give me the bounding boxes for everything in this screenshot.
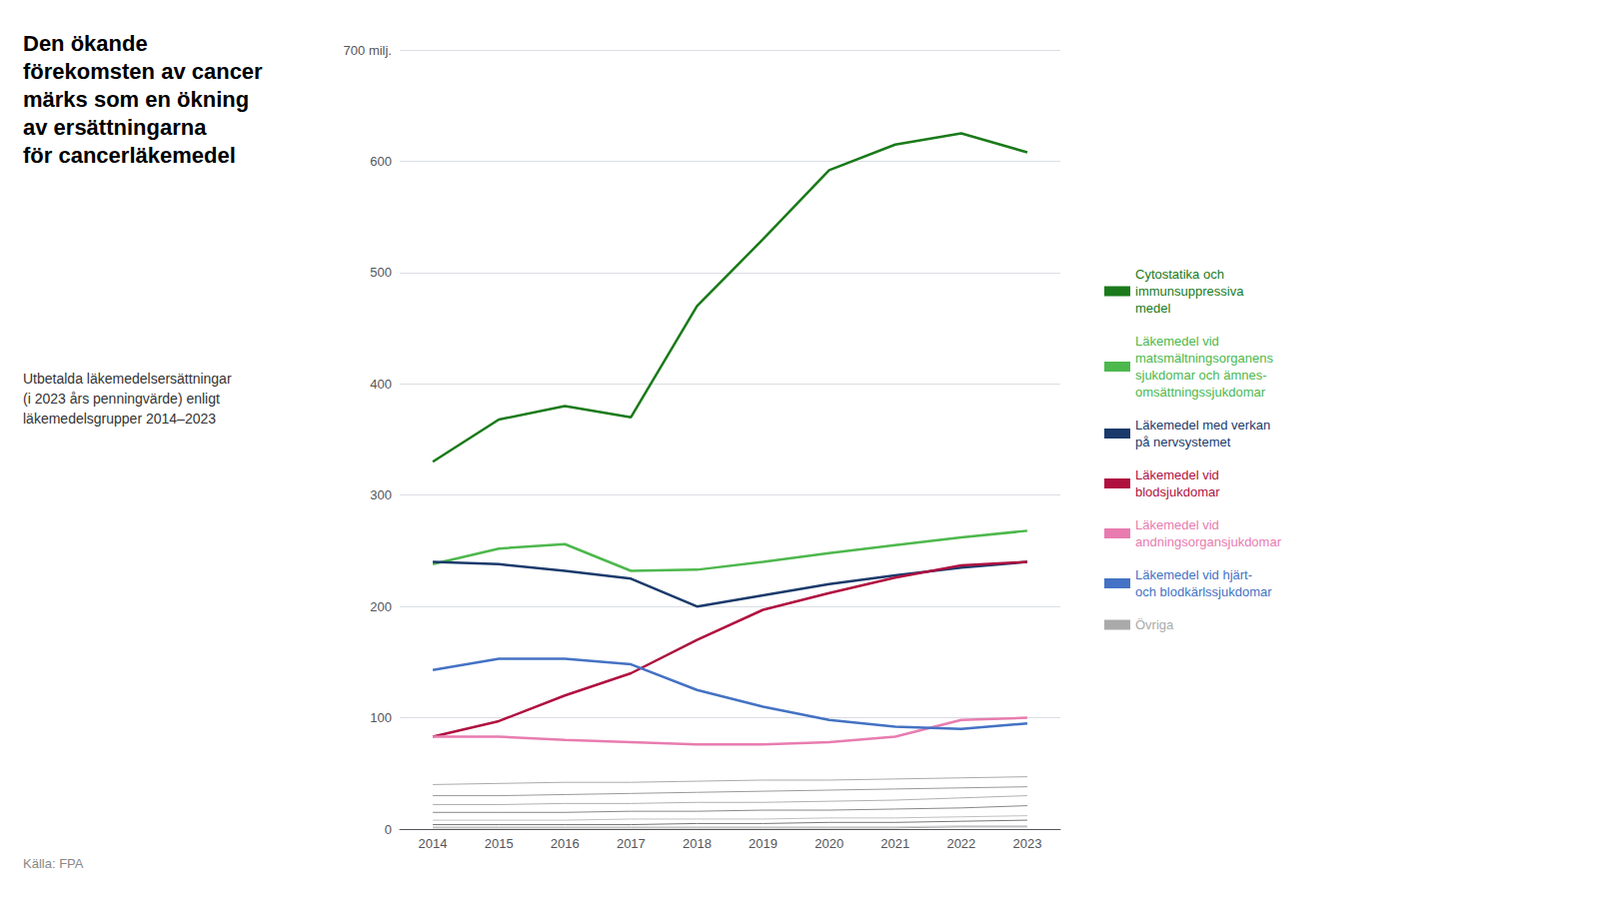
svg-text:Källa: FPA: Källa: FPA <box>22 856 84 872</box>
svg-text:2020: 2020 <box>814 836 844 852</box>
svg-text:700 milj.: 700 milj. <box>343 42 392 58</box>
svg-text:av ersättningarna: av ersättningarna <box>22 114 207 140</box>
svg-text:märks som en ökning: märks som en ökning <box>22 86 249 112</box>
svg-text:omsättningssjukdomar: omsättningssjukdomar <box>1135 384 1267 400</box>
svg-text:2014: 2014 <box>418 836 448 852</box>
svg-text:200: 200 <box>369 599 392 615</box>
svg-text:2015: 2015 <box>484 836 514 852</box>
svg-text:300: 300 <box>369 487 392 503</box>
svg-text:matsmältningsorganens: matsmältningsorganens <box>1135 350 1275 366</box>
svg-text:Läkemedel vid: Läkemedel vid <box>1135 467 1220 483</box>
svg-text:2017: 2017 <box>616 836 646 852</box>
svg-text:läkemedelsgrupper 2014–2023: läkemedelsgrupper 2014–2023 <box>22 410 216 427</box>
svg-text:immunsuppressiva: immunsuppressiva <box>1135 283 1245 299</box>
svg-text:för cancerläkemedel: för cancerläkemedel <box>22 142 236 168</box>
svg-text:andningsorgansjukdomar: andningsorgansjukdomar <box>1135 534 1283 550</box>
svg-text:2023: 2023 <box>1012 836 1042 852</box>
svg-text:(i 2023 års penningvärde) enli: (i 2023 års penningvärde) enligt <box>22 390 220 407</box>
svg-text:Den ökande: Den ökande <box>22 30 148 56</box>
svg-text:blodsjukdomar: blodsjukdomar <box>1135 484 1221 500</box>
svg-text:Utbetalda läkemedelsersättning: Utbetalda läkemedelsersättningar <box>22 370 232 387</box>
svg-text:2019: 2019 <box>748 836 778 852</box>
svg-text:2021: 2021 <box>880 836 910 852</box>
svg-text:Cytostatika och: Cytostatika och <box>1135 266 1225 282</box>
svg-text:sjukdomar och ämnes-: sjukdomar och ämnes- <box>1135 367 1268 383</box>
svg-text:500: 500 <box>369 264 392 280</box>
svg-text:2016: 2016 <box>550 836 580 852</box>
svg-text:Läkemedel vid: Läkemedel vid <box>1135 517 1220 533</box>
svg-text:och blodkärlssjukdomar: och blodkärlssjukdomar <box>1135 584 1273 600</box>
svg-text:Läkemedel med verkan: Läkemedel med verkan <box>1135 417 1271 433</box>
svg-text:2018: 2018 <box>682 836 712 852</box>
svg-text:0: 0 <box>384 822 392 838</box>
svg-text:400: 400 <box>369 376 392 392</box>
svg-text:2022: 2022 <box>946 836 976 852</box>
svg-text:Läkemedel vid: Läkemedel vid <box>1135 333 1220 349</box>
svg-text:Läkemedel vid hjärt-: Läkemedel vid hjärt- <box>1135 567 1253 583</box>
svg-text:100: 100 <box>369 710 392 726</box>
svg-text:600: 600 <box>369 153 392 169</box>
svg-text:på nervsystemet: på nervsystemet <box>1135 434 1232 450</box>
svg-text:Övriga: Övriga <box>1135 617 1175 633</box>
svg-text:medel: medel <box>1135 300 1172 316</box>
svg-text:förekomsten av cancer: förekomsten av cancer <box>22 58 263 84</box>
